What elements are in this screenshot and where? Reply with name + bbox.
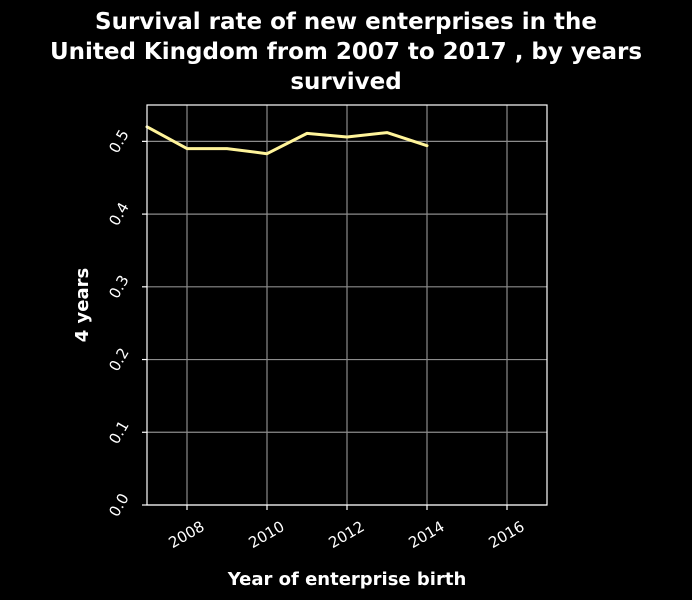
y-tick-label: 0.3 [105,272,133,302]
y-tick-label: 0.2 [105,345,133,375]
y-tick-label: 0.0 [105,490,133,520]
y-tick-label: 0.5 [105,127,133,157]
y-tick-label: 0.1 [105,417,133,447]
chart-title-line-3: survived [290,69,401,95]
series-line [145,125,429,156]
chart-title-line-2: United Kingdom from 2007 to 2017 , by ye… [50,39,642,65]
grid-lines [147,105,547,506]
x-tick-label: 2016 [485,517,527,552]
y-axis-ticks: 0.0 0.1 0.2 0.3 0.4 0.5 [105,127,147,520]
y-tick-label: 0.4 [105,199,133,229]
chart-title-line-1: Survival rate of new enterprises in the [95,9,597,35]
x-tick-label: 2014 [405,517,447,552]
x-tick-label: 2010 [245,517,287,552]
series-layer [145,125,429,156]
x-axis-ticks: 2008 2010 2012 2014 2016 [165,505,528,552]
x-tick-label: 2012 [325,517,367,552]
y-axis-label: 4 years [72,268,93,342]
x-axis-label: Year of enterprise birth [227,569,467,590]
x-tick-label: 2008 [165,517,207,552]
chart-title: Survival rate of new enterprises in the … [50,9,642,95]
